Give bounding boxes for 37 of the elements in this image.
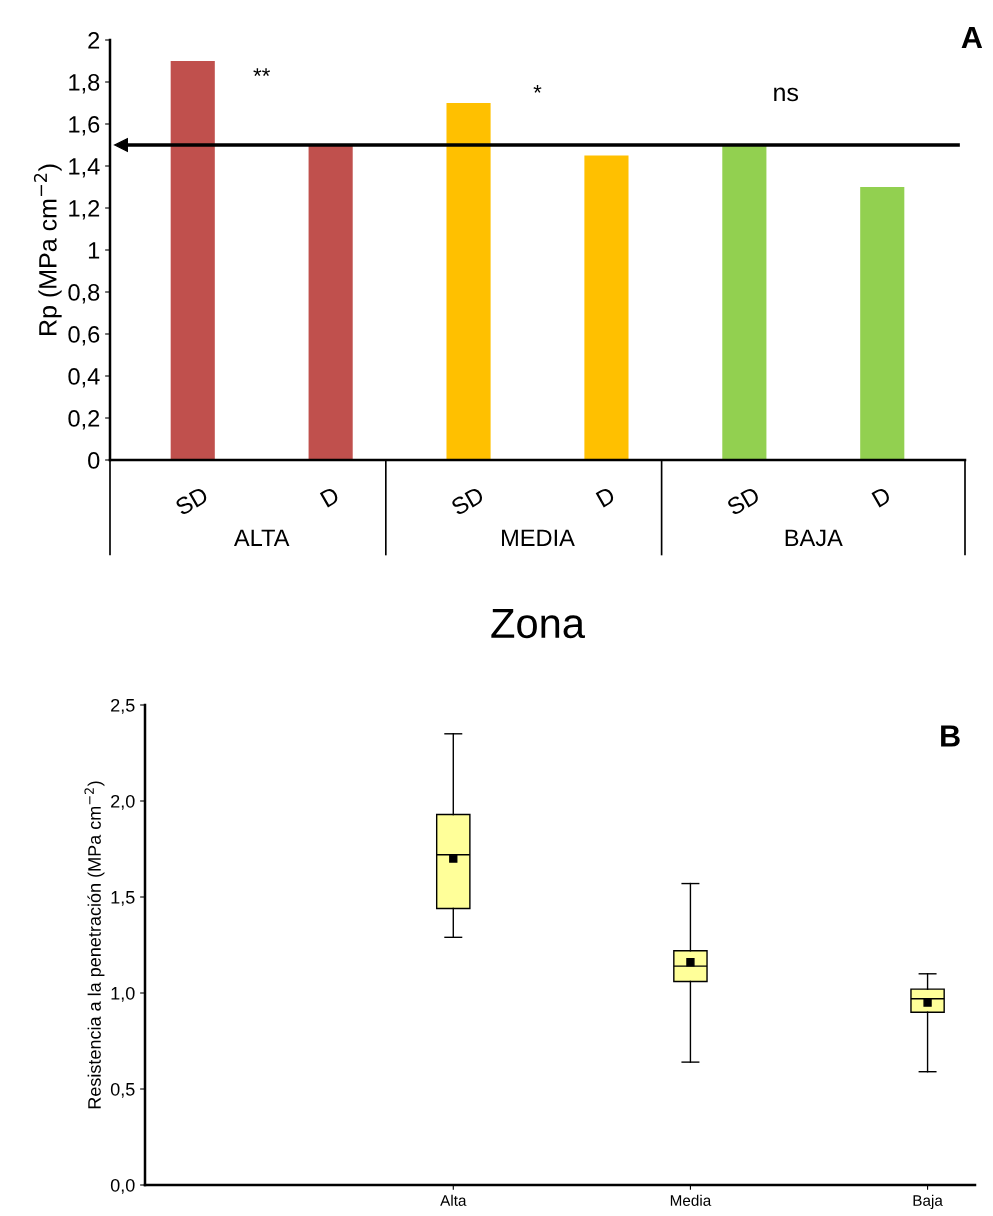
y-tick-label: 2 xyxy=(88,32,100,49)
y-tick-label: 0,2 xyxy=(68,410,100,430)
annotation: B xyxy=(941,725,960,747)
y-tick-label: 2,0 xyxy=(111,794,135,810)
y-axis-title: Rp (MPa cm$^{−2}$) xyxy=(33,164,62,335)
y-tick-label: 1,8 xyxy=(69,74,100,94)
annotation: * xyxy=(533,85,542,93)
x-tick-label: D xyxy=(871,486,892,508)
y-tick-label: 0,5 xyxy=(110,1082,135,1098)
y-tick-label: 2,5 xyxy=(111,698,135,714)
y-tick-label: 1,0 xyxy=(111,986,135,1002)
x-tick-label: D xyxy=(319,486,341,508)
text: BAJA xyxy=(785,529,843,547)
y-tick-label: 0,8 xyxy=(68,284,100,304)
y-tick-label: 1,5 xyxy=(111,891,135,906)
y-axis-title: Resistencia a la penetración (MPa cm$^{−2}$) xyxy=(84,781,105,1109)
y-tick-label: 1,4 xyxy=(69,158,100,178)
y-tick-label: 1,6 xyxy=(69,116,100,136)
y-tick-label: 0,4 xyxy=(68,368,100,388)
x-tick-label: Media xyxy=(670,1194,712,1206)
y-tick-label: 0,6 xyxy=(68,326,100,346)
y-tick-label: 0,0 xyxy=(110,1178,135,1194)
y-tick-label: 1,2 xyxy=(69,200,100,220)
text: MEDIA xyxy=(502,529,575,546)
text: ALTA xyxy=(233,529,290,546)
text: A xyxy=(961,26,983,48)
annotation: ns xyxy=(774,87,799,102)
y-tick-label: 1 xyxy=(88,242,100,259)
x-axis-title: Zona xyxy=(491,609,585,639)
x-tick-label: Baja xyxy=(913,1194,943,1209)
x-tick-label: SD xyxy=(450,486,485,516)
annotation: ** xyxy=(253,68,270,77)
x-tick-label: SD xyxy=(174,486,210,516)
x-tick-label: SD xyxy=(725,486,761,516)
x-tick-label: D xyxy=(595,486,616,508)
y-tick-label: 0 xyxy=(88,452,100,469)
x-tick-label: Alta xyxy=(440,1194,467,1206)
